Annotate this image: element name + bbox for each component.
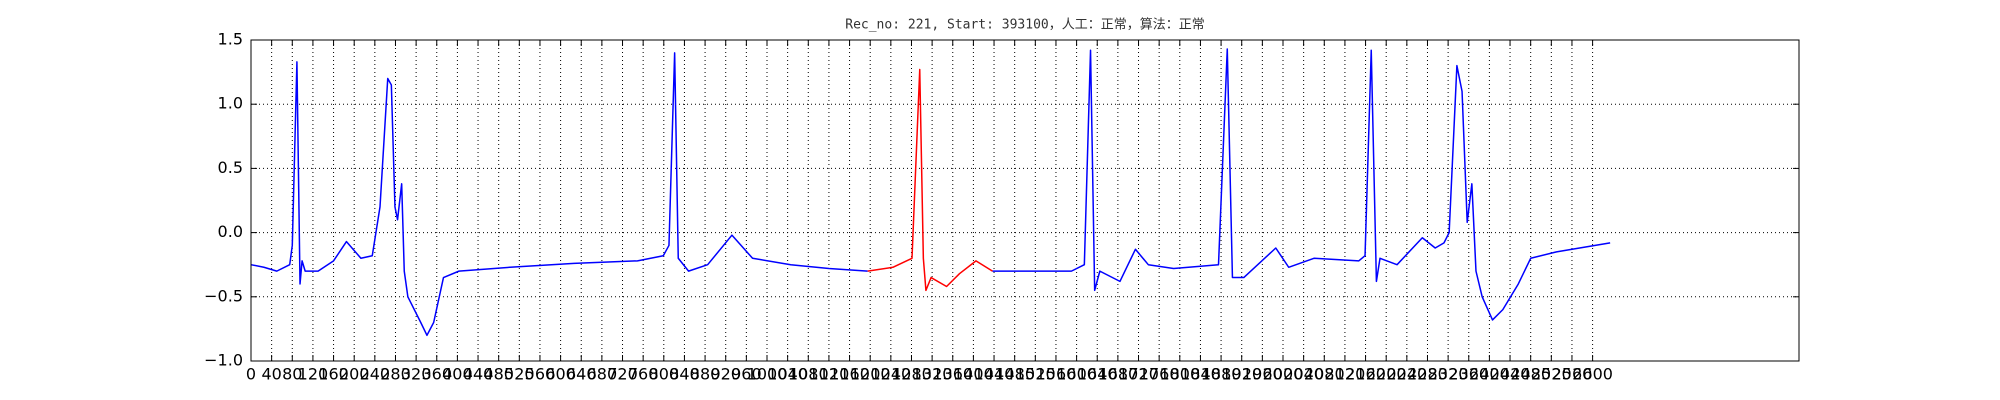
x-tick-label: 2240: [1386, 365, 1427, 384]
y-tick-label: 0.5: [218, 158, 243, 177]
x-tick-label: 1000: [747, 365, 788, 384]
x-tick-label: 1440: [974, 365, 1015, 384]
x-tick-label: 760: [628, 365, 659, 384]
x-tick-label: 240: [360, 365, 391, 384]
x-tick-label: 1320: [912, 365, 953, 384]
x-tick-label: 880: [690, 365, 721, 384]
x-tick-label: 1240: [870, 365, 911, 384]
x-tick-label: 1400: [953, 365, 994, 384]
x-tick-label: 400: [442, 365, 473, 384]
chart-title: Rec_no: 221, Start: 393100，人工：正常，算法：正常: [845, 18, 1205, 33]
x-tick-label: 2160: [1345, 365, 1386, 384]
x-tick-label: 1160: [829, 365, 870, 384]
x-tick-label: 1840: [1180, 365, 1221, 384]
x-tick-label: 1640: [1077, 365, 1118, 384]
x-tick-label: 1200: [850, 365, 891, 384]
x-tick-label: 640: [566, 365, 597, 384]
y-tick-label: 1.0: [218, 94, 243, 113]
y-tick-label: 0.0: [218, 222, 243, 241]
x-tick-label: 800: [649, 365, 680, 384]
x-tick-label: 1760: [1139, 365, 1180, 384]
x-tick-label: 1520: [1015, 365, 1056, 384]
data-line: [250, 48, 1611, 337]
x-tick-label: 360: [421, 365, 452, 384]
y-tick-label: 1.5: [218, 30, 243, 49]
x-tick-label: 1280: [891, 365, 932, 384]
x-tick-label: 320: [401, 365, 432, 384]
x-tick-label: 2360: [1448, 365, 1489, 384]
x-tick-label: 2480: [1510, 365, 1551, 384]
x-tick-label: 280: [380, 365, 411, 384]
x-tick-label: 2080: [1304, 365, 1345, 384]
x-tick-label: 1360: [932, 365, 973, 384]
x-tick-label: 0: [246, 365, 256, 384]
x-tick-label: 960: [731, 365, 762, 384]
x-tick-label: 1800: [1159, 365, 1200, 384]
x-tick-label: 200: [339, 365, 370, 384]
x-tick-label: 600: [545, 365, 576, 384]
x-tick-label: 560: [525, 365, 556, 384]
x-tick-label: 1960: [1242, 365, 1283, 384]
x-tick-label: 1560: [1036, 365, 1077, 384]
x-tick-label: 2520: [1531, 365, 1572, 384]
x-tick-label: 1120: [809, 365, 850, 384]
x-tick-label: 920: [710, 365, 741, 384]
x-tick-label: 2040: [1283, 365, 1324, 384]
x-tick-label: 2000: [1263, 365, 1304, 384]
x-tick-label: 840: [669, 365, 700, 384]
x-tick-label: 1720: [1118, 365, 1159, 384]
data-line: [867, 68, 993, 292]
y-tick-label: −1.0: [204, 351, 243, 370]
x-tick-label: 1680: [1098, 365, 1139, 384]
x-tick-label: 1040: [767, 365, 808, 384]
x-tick-label: 160: [318, 365, 349, 384]
x-tick-label: 2280: [1407, 365, 1448, 384]
x-tick-label: 40: [261, 365, 281, 384]
x-tick-label: 2560: [1552, 365, 1593, 384]
x-tick-label: 720: [607, 365, 638, 384]
x-tick-label: 1880: [1201, 365, 1242, 384]
x-tick-label: 2120: [1325, 365, 1366, 384]
x-tick-label: 680: [587, 365, 618, 384]
x-tick-label: 2440: [1490, 365, 1531, 384]
x-tick-label: 120: [298, 365, 329, 384]
x-tick-label: 440: [463, 365, 494, 384]
x-tick-label: 80: [282, 365, 302, 384]
x-tick-label: 2600: [1572, 365, 1613, 384]
y-tick-label: −0.5: [204, 286, 243, 305]
x-tick-label: 520: [504, 365, 535, 384]
x-tick-label: 2400: [1469, 365, 1510, 384]
x-tick-label: 480: [483, 365, 514, 384]
x-tick-label: 1600: [1056, 365, 1097, 384]
x-tick-label: 2320: [1428, 365, 1469, 384]
x-tick-label: 1080: [788, 365, 829, 384]
x-tick-label: 2200: [1366, 365, 1407, 384]
plot-frame: [250, 39, 1800, 362]
x-tick-label: 1480: [994, 365, 1035, 384]
x-tick-label: 1920: [1221, 365, 1262, 384]
